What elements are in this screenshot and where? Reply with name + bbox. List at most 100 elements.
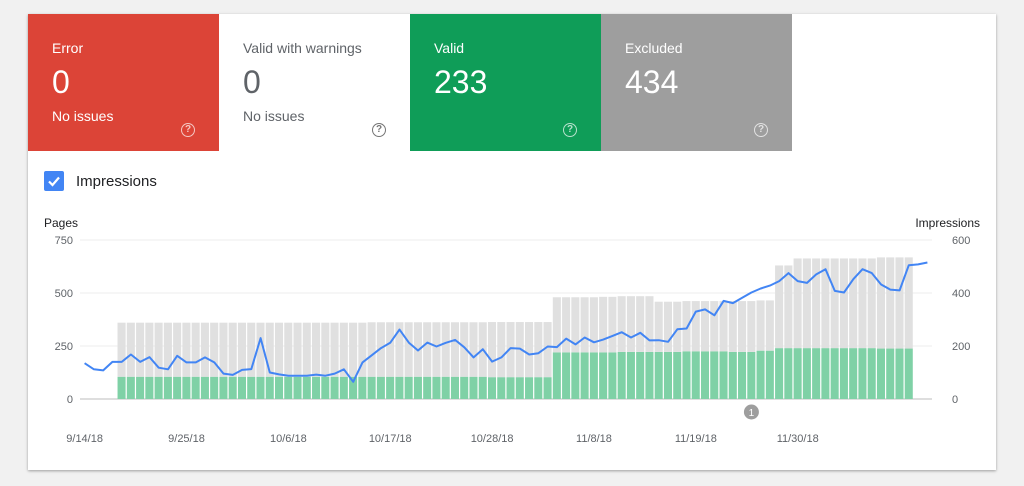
x-tick-label: 10/28/18 [471, 433, 514, 445]
bar-valid [126, 376, 135, 399]
tab-excluded[interactable]: Excluded 434 ? [601, 14, 792, 151]
bar-valid [580, 352, 589, 399]
bar-excluded [432, 322, 441, 377]
bar-excluded [747, 301, 756, 352]
bar-valid [376, 376, 385, 399]
tab-excluded-label: Excluded [625, 40, 683, 56]
right-tick-label: 200 [952, 341, 970, 353]
tab-valid-with-warnings[interactable]: Valid with warnings 0 No issues ? [219, 14, 410, 151]
bar-valid [608, 352, 617, 399]
help-circle-icon[interactable]: ? [181, 123, 195, 137]
bar-excluded [756, 300, 765, 351]
bar-valid [469, 376, 478, 399]
bar-excluded [562, 297, 571, 353]
right-tick-label: 0 [952, 394, 958, 406]
bar-valid [756, 350, 765, 399]
bar-valid [812, 348, 821, 399]
bar-excluded [469, 322, 478, 377]
bar-valid [265, 376, 274, 399]
bar-valid [284, 376, 293, 399]
bar-excluded [636, 296, 645, 352]
bar-valid [404, 376, 413, 399]
bar-excluded [210, 322, 219, 377]
bar-excluded [821, 258, 830, 349]
x-tick-label: 11/19/18 [675, 433, 717, 445]
bar-excluded [645, 296, 654, 352]
impressions-toggle[interactable]: Impressions [44, 169, 157, 193]
bar-valid [589, 352, 598, 399]
bar-excluded [284, 322, 293, 377]
bar-valid [747, 351, 756, 399]
bar-valid [386, 376, 395, 399]
bar-valid [886, 348, 895, 399]
help-circle-icon[interactable]: ? [563, 123, 577, 137]
bar-valid [219, 376, 228, 399]
bar-excluded [247, 322, 256, 377]
help-circle-icon[interactable]: ? [372, 123, 386, 137]
impressions-label: Impressions [76, 172, 157, 190]
bar-excluded [228, 322, 237, 377]
bar-valid [367, 376, 376, 399]
tab-error-label: Error [52, 40, 84, 56]
bar-excluded [163, 322, 172, 377]
bar-valid [663, 351, 672, 399]
bar-valid [145, 376, 154, 399]
bar-valid [173, 376, 182, 399]
bar-excluded [571, 297, 580, 353]
tab-error[interactable]: Error 0 No issues ? [28, 14, 219, 151]
bar-excluded [182, 322, 191, 377]
bar-excluded [793, 258, 802, 349]
bar-valid [534, 377, 543, 399]
x-tick-label: 10/17/18 [369, 433, 412, 445]
left-tick-label: 250 [55, 341, 73, 353]
x-tick-label: 9/25/18 [168, 433, 205, 445]
bar-excluded [237, 322, 246, 377]
bar-valid [497, 377, 506, 399]
bar-excluded [580, 297, 589, 353]
x-tick-label: 11/8/18 [576, 433, 612, 445]
bar-excluded [321, 322, 330, 377]
bar-valid [117, 376, 126, 399]
bar-valid [738, 351, 747, 399]
bar-valid [312, 376, 321, 399]
bar-valid [784, 348, 793, 399]
left-axis-title: Pages [44, 216, 79, 230]
bar-valid [830, 348, 839, 399]
bar-excluded [256, 322, 265, 377]
bar-valid [654, 351, 663, 399]
bar-valid [136, 376, 145, 399]
bar-excluded [617, 296, 626, 352]
bar-excluded [534, 322, 543, 378]
bar-excluded [460, 322, 469, 377]
bar-excluded [339, 322, 348, 377]
bar-excluded [302, 322, 311, 377]
bar-excluded [812, 258, 821, 349]
help-circle-icon[interactable]: ? [754, 123, 768, 137]
index-coverage-card: Error 0 No issues ? Valid with warnings … [28, 14, 996, 470]
bar-valid [478, 376, 487, 399]
tab-error-sub: No issues [52, 108, 114, 124]
bar-excluded [876, 257, 885, 349]
bar-excluded [117, 322, 126, 377]
bar-excluded [312, 322, 321, 377]
bar-excluded [682, 301, 691, 352]
bar-valid [775, 348, 784, 399]
bar-excluded [849, 258, 858, 349]
bar-valid [321, 376, 330, 399]
impressions-checkbox[interactable] [44, 171, 64, 191]
bar-valid [821, 348, 830, 399]
bar-valid [210, 376, 219, 399]
bar-valid [339, 376, 348, 399]
tab-warnings-sub: No issues [243, 108, 305, 124]
left-tick-label: 0 [67, 394, 73, 406]
right-tick-label: 600 [952, 235, 970, 247]
tab-valid[interactable]: Valid 233 ? [410, 14, 601, 151]
annotation-marker [743, 404, 759, 420]
bar-excluded [191, 322, 200, 377]
status-tabs: Error 0 No issues ? Valid with warnings … [28, 14, 792, 151]
bar-valid [691, 351, 700, 399]
bar-valid [895, 348, 904, 399]
bar-excluded [136, 322, 145, 377]
bar-valid [154, 376, 163, 399]
bar-valid [450, 376, 459, 399]
